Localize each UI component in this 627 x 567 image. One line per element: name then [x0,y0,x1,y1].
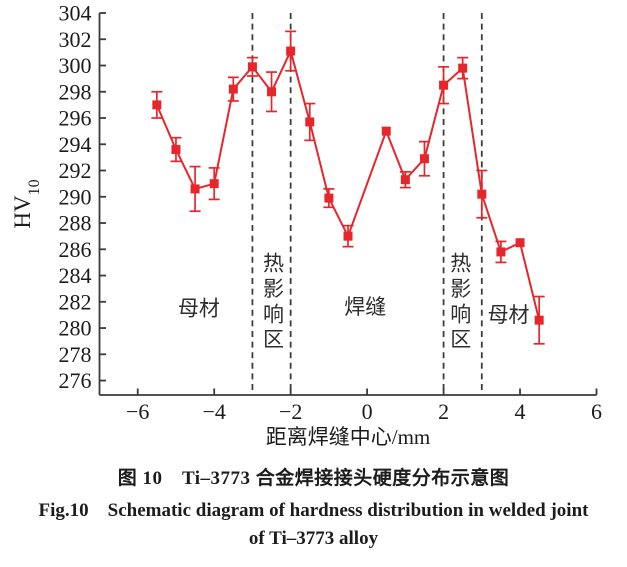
zone-label-char: 影 [263,277,284,301]
zone-label: 焊缝 [344,295,386,319]
y-tick-label: 290 [59,184,92,209]
zone-label-char: 响 [263,302,284,326]
x-tick-label: 0 [362,399,373,424]
y-axis-title-sub: 10 [26,179,43,195]
data-point-marker [534,315,544,325]
hardness-chart: 母材热影响区焊缝热影响区母材 −6 −4 −2 0 2 4 6 276 278 280 282 284 2… [10,1,603,450]
y-tick-label: 278 [59,342,92,367]
x-tick-label: −2 [279,399,302,424]
data-point-marker [171,145,181,155]
caption-english-line1: Fig.10 Schematic diagram of hardness dis… [38,500,589,521]
zone-label-char: 热 [263,252,284,276]
data-point-marker [419,154,429,164]
x-tick-label: −4 [202,399,225,424]
y-tick-label: 300 [59,53,92,78]
y-tick-label: 276 [59,368,92,393]
zone-label: 母材 [178,296,220,320]
y-tick-label: 296 [59,106,92,131]
x-tick-label: −6 [126,399,149,424]
data-point-marker [381,126,391,136]
data-point-marker [190,184,200,194]
y-tick-label: 292 [59,158,92,183]
y-tick-label: 302 [59,27,92,52]
data-point-marker [477,189,487,199]
caption-english-line2: of Ti–3773 alloy [248,528,379,549]
data-point-marker [152,100,162,110]
data-point-marker [228,84,238,94]
x-axis-title: 距离焊缝中心/mm [266,425,431,449]
data-point-marker [324,193,334,203]
data-point-marker [515,238,525,248]
zone-label: 母材 [488,303,530,327]
figure-caption: 图 10 Ti–3773 合金焊接接头硬度分布示意图 Fig.10 Schema… [0,466,627,552]
data-markers [152,46,544,325]
data-point-marker [286,46,296,56]
y-tick-label: 284 [59,263,92,288]
zone-label-char: 区 [263,328,284,352]
zone-label-char: 影 [450,277,471,301]
y-axis-title: HV10 [10,179,43,228]
x-tick-label: 2 [438,399,449,424]
data-point-marker [400,175,410,185]
y-tick-label: 282 [59,289,92,314]
data-point-marker [247,62,257,72]
data-point-marker [458,63,468,73]
axes [98,12,598,396]
y-tick-label: 304 [59,1,92,26]
zone-label-char: 响 [450,302,471,326]
data-point-marker [439,80,449,90]
data-point-marker [496,247,506,257]
y-tick-label: 280 [59,316,92,341]
data-point-marker [209,179,219,189]
data-point-marker [305,117,315,127]
zone-label-char: 热 [450,252,471,276]
data-point-marker [267,87,277,97]
y-tick-label: 288 [59,211,92,236]
caption-chinese: 图 10 Ti–3773 合金焊接接头硬度分布示意图 [117,468,510,489]
data-line [155,50,541,321]
x-tick-label: 6 [591,399,602,424]
x-tick-label: 4 [515,399,526,424]
y-tick-label: 294 [59,132,92,157]
data-point-marker [343,231,353,241]
y-tick-label: 298 [59,79,92,104]
y-tick-label: 286 [59,237,92,262]
zone-label-char: 区 [450,328,471,352]
tick-labels: −6 −4 −2 0 2 4 6 276278280282284286288290292294… [59,1,603,425]
